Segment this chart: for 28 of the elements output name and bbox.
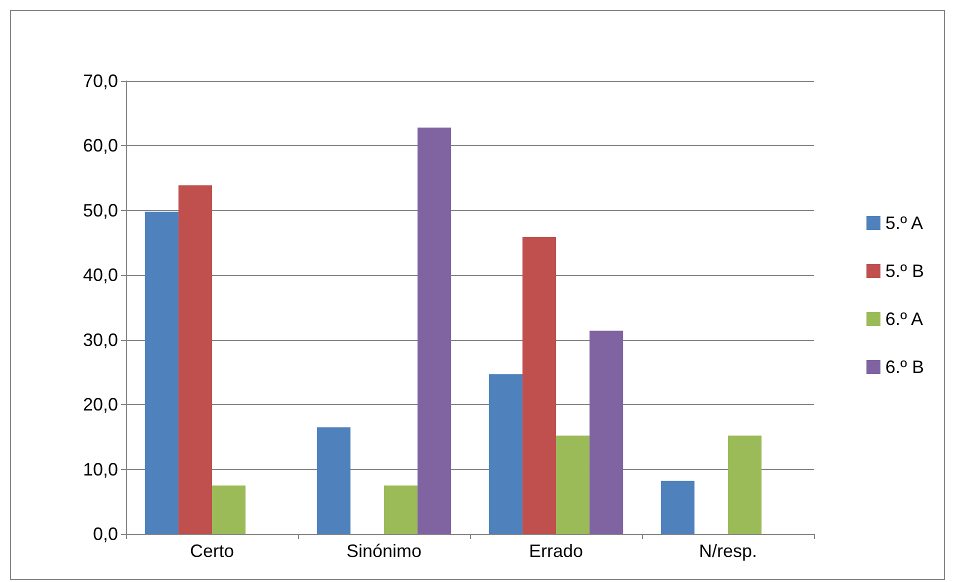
- bar: [178, 185, 212, 534]
- bar: [418, 128, 452, 534]
- bar: [728, 436, 762, 534]
- y-tick-label: 0,0: [92, 524, 118, 544]
- x-tick-label: Sinónimo: [346, 541, 422, 561]
- y-tick-label: 10,0: [82, 459, 118, 480]
- bar: [522, 236, 556, 534]
- bar: [590, 330, 624, 534]
- x-tick-label: Errado: [528, 541, 584, 561]
- y-tick-label: 20,0: [82, 394, 118, 415]
- bar: [556, 436, 590, 534]
- y-tick-label: 70,0: [82, 71, 118, 91]
- bar: [144, 212, 178, 534]
- x-tick-label: Certo: [190, 541, 234, 561]
- bar: [488, 374, 522, 534]
- bar: [212, 485, 246, 534]
- legend-label: 6.º B: [885, 357, 924, 377]
- y-tick-label: 50,0: [82, 200, 118, 220]
- y-tick-label: 60,0: [82, 136, 118, 156]
- legend-label: 6.º A: [885, 309, 924, 329]
- bar: [660, 480, 694, 534]
- bar: [316, 427, 350, 534]
- y-tick-label: 40,0: [82, 265, 118, 286]
- y-tick-label: 30,0: [82, 330, 118, 350]
- bar: [384, 485, 418, 534]
- x-tick-label: N/resp.: [698, 541, 758, 561]
- legend-label: 5.º B: [885, 261, 924, 281]
- legend-label: 5.º A: [885, 213, 924, 233]
